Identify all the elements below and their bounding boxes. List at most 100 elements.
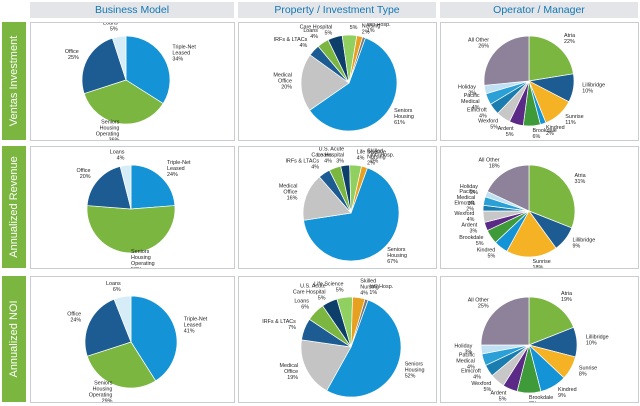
slice-label-skilled-nursing: Skilled Nursing 4% <box>360 279 379 297</box>
slice-label-seniors-housing: Seniors Housing 67% <box>387 247 407 265</box>
slice-label-atria: Atria 31% <box>575 173 586 185</box>
slice-label-int-l-hosp: Int'l Hosp. 1% <box>369 284 393 296</box>
slice-label-irfs-ltacs: IRFs & LTACs 4% <box>274 37 308 49</box>
slice-label-office: Office 24% <box>67 312 81 324</box>
slice-label-ardent: Ardent 3% <box>461 223 477 235</box>
column-header-business-model: Business Model <box>30 2 234 18</box>
pie-chart-operator-noi: Atria 19% Lillibridge 10% Sunrise 8%Kindred 9%… <box>454 291 609 402</box>
slice-label-kindred: Kindred 9% <box>558 387 577 399</box>
pie-slice-all-other <box>483 35 530 86</box>
panel-operator-investment: Atria 22% Lillibridge 10% Sunrise 11% Kindred 2… <box>440 22 639 141</box>
slice-label-int-l-hosp: Int'l Hosp. 0% <box>371 152 395 164</box>
pie-slice-atria <box>528 164 576 229</box>
slice-label-seniors-housing-operating: Seniors Housing Operating 29% <box>89 381 113 402</box>
panel-business-model-revenue: Triple-Net Leased 24% Seniors Housing Operati… <box>30 146 235 269</box>
slice-label-lillibridge: Lillibridge 9% <box>573 238 596 250</box>
slice-label-holiday: Holiday 3% <box>458 84 476 96</box>
slice-label-sunrise: Sunrise 8% <box>579 366 597 378</box>
pie-slice-office <box>86 165 132 210</box>
slice-label-seniors-housing-operating: SeniorsHousingOperating36% <box>96 120 120 140</box>
pie-slice-seniors-housing-operating <box>83 79 164 125</box>
slice-label-brookdale: Brookdale 6% <box>533 128 557 140</box>
slice-label-medical-office: Medical Office 16% <box>279 184 298 202</box>
slice-label-irfs-ltacs: IRFs & LTACs 4% <box>285 159 319 171</box>
slice-label-seniors-housing: Seniors Housing 52% <box>405 362 425 380</box>
row-label-annualized-revenue: Annualized Revenue <box>2 146 26 268</box>
slice-label-ardent: Ardent 5% <box>498 126 514 138</box>
pie-slice-triple-net-leased <box>130 164 176 210</box>
slice-label-seniors-housing-operating: SeniorsHousingOperating53% <box>131 249 155 268</box>
slice-label-lillibridge: Lillibridge 10% <box>586 334 609 346</box>
slice-label-lillibridge: Lillibridge 10% <box>582 83 605 95</box>
pie-slice-seniors-housing <box>309 37 398 132</box>
slice-label-pacific-medical: Pacific Medical 4% <box>461 93 480 111</box>
panel-business-model-noi: Triple-Net Leased 41% Seniors Housing Operati… <box>30 276 235 403</box>
pie-chart-operator-revenue: Atria 31% Lillibridge 9% Sunrise 18% Kindred 5%… <box>454 158 596 268</box>
pie-slice-all-other <box>480 296 530 346</box>
slice-label-triple-net-leased: Triple-Net Leased 24% <box>167 160 191 178</box>
pie-slice-sunrise <box>506 210 557 258</box>
pie-chart-property-type-investment: Seniors Housing 61% Medical Office 20% IRFs & … <box>273 23 414 132</box>
slice-label-elmcroft: Elmcroft 4% <box>461 369 481 381</box>
row-label-ventas-investment: Ventas Investment <box>2 22 26 140</box>
slice-label-seniors-housing: Seniors Housing 61% <box>394 108 414 126</box>
slice-label-brookdale: Brookdale8% <box>529 395 553 402</box>
pie-chart-property-type-revenue: Seniors Housing 67% Medical Office 16% IRFs & … <box>279 147 407 265</box>
pie-slice-medical-office <box>300 339 352 392</box>
pie-slice-loans <box>113 295 132 343</box>
pie-chart-business-model-revenue: Triple-Net Leased 24% Seniors Housing Operati… <box>77 149 191 268</box>
pie-slice-loans <box>119 164 132 210</box>
pie-slice-int-l-hosp <box>348 36 366 84</box>
slice-label-all-other: All Other 25% <box>468 298 489 310</box>
slice-label-wexford: Wexford 5% <box>478 118 498 130</box>
slice-label-wexford: Wexford 4% <box>454 211 474 223</box>
pie-slice-all-other <box>486 164 530 212</box>
slice-label-atria: Atria 19% <box>561 291 572 303</box>
panel-operator-noi: Atria 19% Lillibridge 10% Sunrise 8% Kindred 9%… <box>440 276 639 403</box>
pie-slice-seniors-housing-operating <box>86 205 176 254</box>
row-label-annualized-noi: Annualized NOI <box>2 276 26 402</box>
slice-label-office: Office 20% <box>77 168 91 180</box>
slice-label-loans: Loans 6% <box>294 299 309 311</box>
slice-label-medical-office: Medical Office 19% <box>280 363 299 381</box>
slice-label-triple-net-leased: Triple-Net Leased 41% <box>184 317 208 335</box>
pie-slice-atria <box>528 35 574 82</box>
pie-slice-seniors-housing <box>303 167 400 262</box>
pie-slice-seniors-housing <box>326 299 402 398</box>
slice-label-pacific-medical: Pacific Medical 3% <box>457 189 476 207</box>
pie-chart-business-model-noi: Triple-Net Leased 41% Seniors Housing Operati… <box>67 281 208 402</box>
panel-property-type-noi: Seniors Housing 52% Medical Office 19% IRFs & … <box>238 276 437 403</box>
slice-label-atria: Atria 22% <box>564 33 575 45</box>
slice-label-loans: Loans 6% <box>106 281 121 293</box>
slice-label-sunrise: Sunrise 11% <box>565 114 583 126</box>
pie-chart-property-type-noi: Seniors Housing 52% Medical Office 19% IRFs & … <box>262 279 425 398</box>
pie-slice-loans <box>111 35 127 81</box>
slice-label-all-other: All Other 26% <box>468 38 489 50</box>
slice-label-irfs-ltacs: IRFs & LTACs 7% <box>262 319 296 331</box>
pie-chart-business-model-investment: Triple-Net Leased 34% Seniors Housing Operati… <box>65 23 197 140</box>
pie-slice-seniors-housing-operating <box>86 341 157 389</box>
pie-slice-atria <box>528 296 575 346</box>
panel-operator-revenue: Atria 31% Lillibridge 9% Sunrise 18% Kindred 5%… <box>440 146 639 269</box>
pie-slice-medical-office <box>300 54 350 111</box>
pie-slice-office <box>81 37 127 95</box>
pie-slice-medical-office <box>302 176 352 221</box>
panel-property-type-investment: Seniors Housing 61% Medical Office 20% IRFs & … <box>238 22 437 141</box>
pie-slice-int-l-hosp <box>350 298 369 348</box>
column-header-property-type: Property / Investment Type <box>238 2 436 18</box>
slice-label-holiday: Holiday 2% <box>460 184 478 196</box>
slice-label-brookdale: Brookdale 5% <box>459 235 483 247</box>
slice-label-int-l-hosp: Int'l Hosp. 1% <box>367 23 391 34</box>
slice-label-loans: Loans 4% <box>303 28 318 40</box>
slice-label-all-other: All Other 18% <box>479 158 500 170</box>
slice-label-office: Office 25% <box>65 49 79 61</box>
panel-property-type-revenue: Seniors Housing 67% Medical Office 16% IRFs & … <box>238 146 437 269</box>
slice-label-elmcroft: Elmcroft 4% <box>467 108 487 120</box>
pie-slice-skilled-nursing <box>350 165 368 214</box>
slice-label-wexford: Wexford 5% <box>471 381 491 393</box>
